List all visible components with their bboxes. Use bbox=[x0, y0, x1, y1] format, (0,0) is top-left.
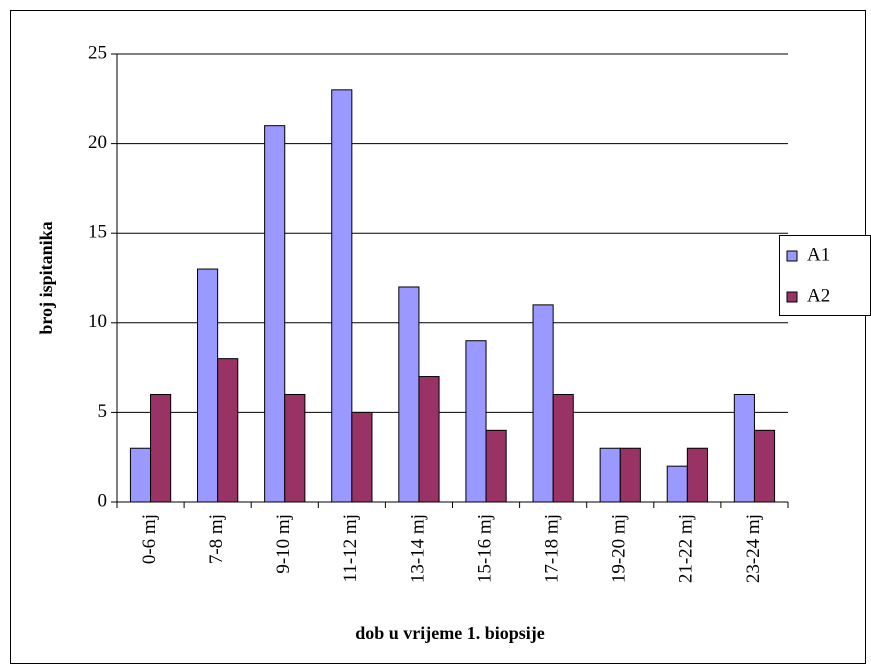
y-tick-label: 5 bbox=[98, 401, 108, 422]
bar bbox=[552, 393, 574, 503]
y-tick-label: 10 bbox=[88, 311, 107, 332]
y-tick-label: 20 bbox=[88, 132, 107, 153]
x-tick-label: 9-10 mj bbox=[273, 514, 294, 574]
x-tick-label: 11-12 mj bbox=[340, 514, 361, 582]
y-axis-label: broj ispitanika bbox=[36, 221, 56, 334]
x-tick-label: 0-6 mj bbox=[139, 514, 160, 564]
bar bbox=[351, 411, 373, 503]
bar bbox=[197, 268, 219, 503]
bar bbox=[264, 125, 286, 503]
bar bbox=[686, 447, 708, 503]
bar bbox=[129, 447, 152, 503]
bar bbox=[619, 447, 641, 503]
bar bbox=[418, 376, 440, 503]
x-tick-label: 7-8 mj bbox=[206, 514, 227, 564]
bar bbox=[284, 393, 306, 503]
bar bbox=[485, 429, 507, 503]
chart-border bbox=[10, 10, 866, 664]
x-tick-label: 21-22 mj bbox=[676, 514, 697, 583]
legend-label: A2 bbox=[807, 285, 830, 306]
bar bbox=[150, 393, 172, 503]
bar bbox=[733, 393, 755, 503]
bar bbox=[599, 447, 621, 503]
x-tick-label: 17-18 mj bbox=[542, 514, 563, 583]
bar bbox=[753, 429, 776, 503]
y-tick-label: 25 bbox=[88, 42, 107, 63]
x-tick-label: 15-16 mj bbox=[474, 514, 495, 583]
bar bbox=[666, 465, 688, 503]
legend-label: A1 bbox=[807, 244, 830, 265]
x-tick-label: 13-14 mj bbox=[407, 514, 428, 583]
bar bbox=[465, 340, 487, 503]
legend-swatch bbox=[786, 250, 798, 262]
x-tick-label: 19-20 mj bbox=[609, 514, 630, 583]
y-tick-label: 15 bbox=[88, 222, 107, 243]
bar bbox=[532, 304, 554, 503]
legend-swatch bbox=[786, 291, 798, 303]
bar bbox=[398, 286, 420, 503]
x-axis-label: dob u vrijeme 1. biopsije bbox=[355, 623, 545, 643]
bar bbox=[217, 358, 239, 503]
x-tick-label: 23-24 mj bbox=[743, 514, 764, 583]
bar bbox=[331, 89, 353, 503]
y-tick-label: 0 bbox=[98, 490, 108, 511]
